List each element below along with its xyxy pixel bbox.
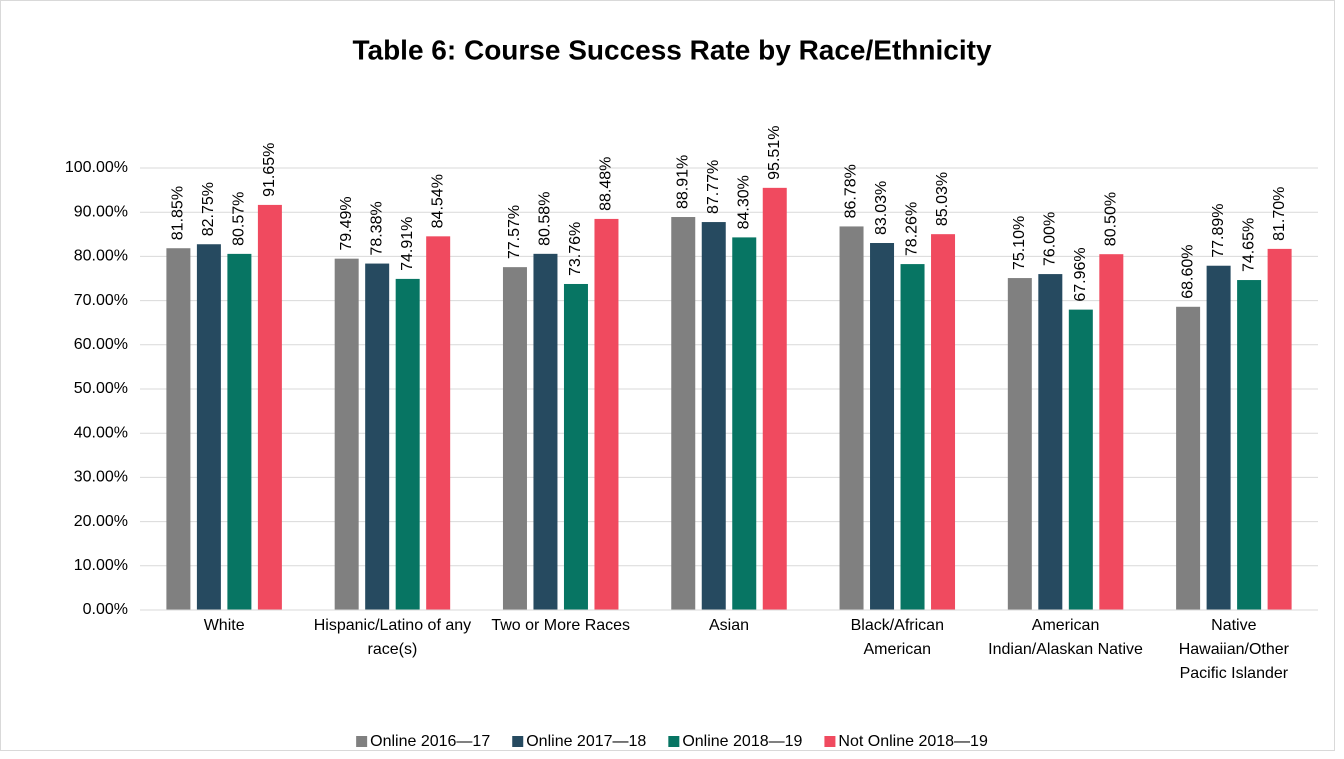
legend-label: Not Online 2018—19	[838, 733, 988, 750]
data-label: 80.50%	[1103, 192, 1120, 246]
y-tick-label: 80.00%	[74, 248, 128, 265]
bar	[1038, 274, 1063, 610]
data-label: 73.76%	[567, 222, 584, 276]
bar	[931, 234, 956, 610]
legend-swatch	[668, 736, 680, 747]
bar	[839, 226, 864, 610]
bar	[257, 204, 282, 611]
data-label: 87.77%	[705, 160, 722, 214]
bar	[1206, 265, 1231, 610]
bar	[166, 248, 191, 610]
data-label: 80.58%	[537, 192, 554, 246]
bar	[1176, 306, 1201, 610]
bar	[1237, 280, 1262, 610]
bar	[762, 187, 787, 610]
legend-swatch	[356, 736, 368, 747]
data-label: 81.70%	[1271, 187, 1288, 241]
bar	[1267, 248, 1292, 611]
data-label: 76.00%	[1042, 212, 1059, 266]
bar	[334, 258, 359, 610]
x-tick-label: Two or More Races	[491, 617, 631, 634]
bar	[563, 283, 588, 610]
bar	[594, 218, 619, 610]
data-label: 81.85%	[170, 186, 187, 240]
x-tick-label: American Indian/Alaskan Native	[988, 617, 1143, 658]
data-label: 78.26%	[904, 202, 921, 256]
bar	[1068, 309, 1093, 610]
legend-label: Online 2018—19	[682, 733, 802, 750]
chart-title: Table 6: Course Success Rate by Race/Eth…	[352, 34, 991, 65]
data-label: 88.91%	[674, 155, 691, 209]
data-label: 84.54%	[429, 174, 446, 228]
data-label: 77.57%	[506, 205, 523, 259]
y-tick-label: 30.00%	[74, 469, 128, 486]
y-tick-label: 50.00%	[74, 380, 128, 397]
y-tick-label: 10.00%	[74, 557, 128, 574]
legend-swatch	[512, 736, 524, 747]
data-label: 95.51%	[766, 126, 783, 180]
legend-label: Online 2016—17	[370, 733, 490, 750]
data-label: 67.96%	[1072, 247, 1089, 301]
bar	[1007, 278, 1032, 610]
y-tick-label: 40.00%	[74, 424, 128, 441]
y-tick-label: 70.00%	[74, 292, 128, 309]
bar	[701, 222, 726, 611]
x-tick-label: Black/African American	[850, 617, 944, 658]
data-label: 82.75%	[200, 182, 217, 236]
bar	[502, 267, 527, 610]
bar	[1099, 254, 1124, 610]
bar	[365, 263, 390, 610]
x-tick-label: White	[203, 617, 245, 634]
data-label: 68.60%	[1179, 245, 1196, 299]
bar	[426, 236, 451, 611]
data-label: 77.89%	[1210, 203, 1227, 257]
legend-swatch	[824, 736, 836, 747]
y-tick-label: 0.00%	[83, 601, 128, 618]
bar	[870, 243, 895, 611]
data-label: 74.65%	[1240, 218, 1257, 272]
legend-label: Online 2017—18	[526, 733, 646, 750]
data-label: 85.03%	[934, 172, 951, 226]
bar	[395, 278, 420, 610]
data-label: 79.49%	[338, 196, 355, 250]
bar	[900, 264, 925, 610]
data-label: 75.10%	[1011, 216, 1028, 270]
x-tick-label: Asian	[708, 617, 750, 634]
bar	[671, 217, 696, 610]
data-label: 91.65%	[261, 143, 278, 197]
x-tick-label: Native Hawaiian/Other Pacific Islander	[1178, 617, 1289, 682]
bar	[533, 253, 558, 610]
y-tick-label: 60.00%	[74, 336, 128, 353]
data-label: 78.38%	[368, 201, 385, 255]
bar	[196, 244, 221, 610]
bar	[227, 253, 252, 610]
y-tick-label: 90.00%	[74, 203, 128, 220]
data-label: 83.03%	[873, 181, 890, 235]
bar	[732, 237, 757, 611]
x-tick-label: Hispanic/Latino of any race(s)	[313, 617, 472, 658]
data-label: 86.78%	[843, 164, 860, 218]
y-tick-label: 20.00%	[74, 513, 128, 530]
data-label: 80.57%	[231, 192, 248, 246]
data-label: 88.48%	[598, 157, 615, 211]
data-label: 84.30%	[735, 175, 752, 229]
data-label: 74.91%	[399, 217, 416, 271]
y-tick-label: 100.00%	[65, 159, 128, 176]
